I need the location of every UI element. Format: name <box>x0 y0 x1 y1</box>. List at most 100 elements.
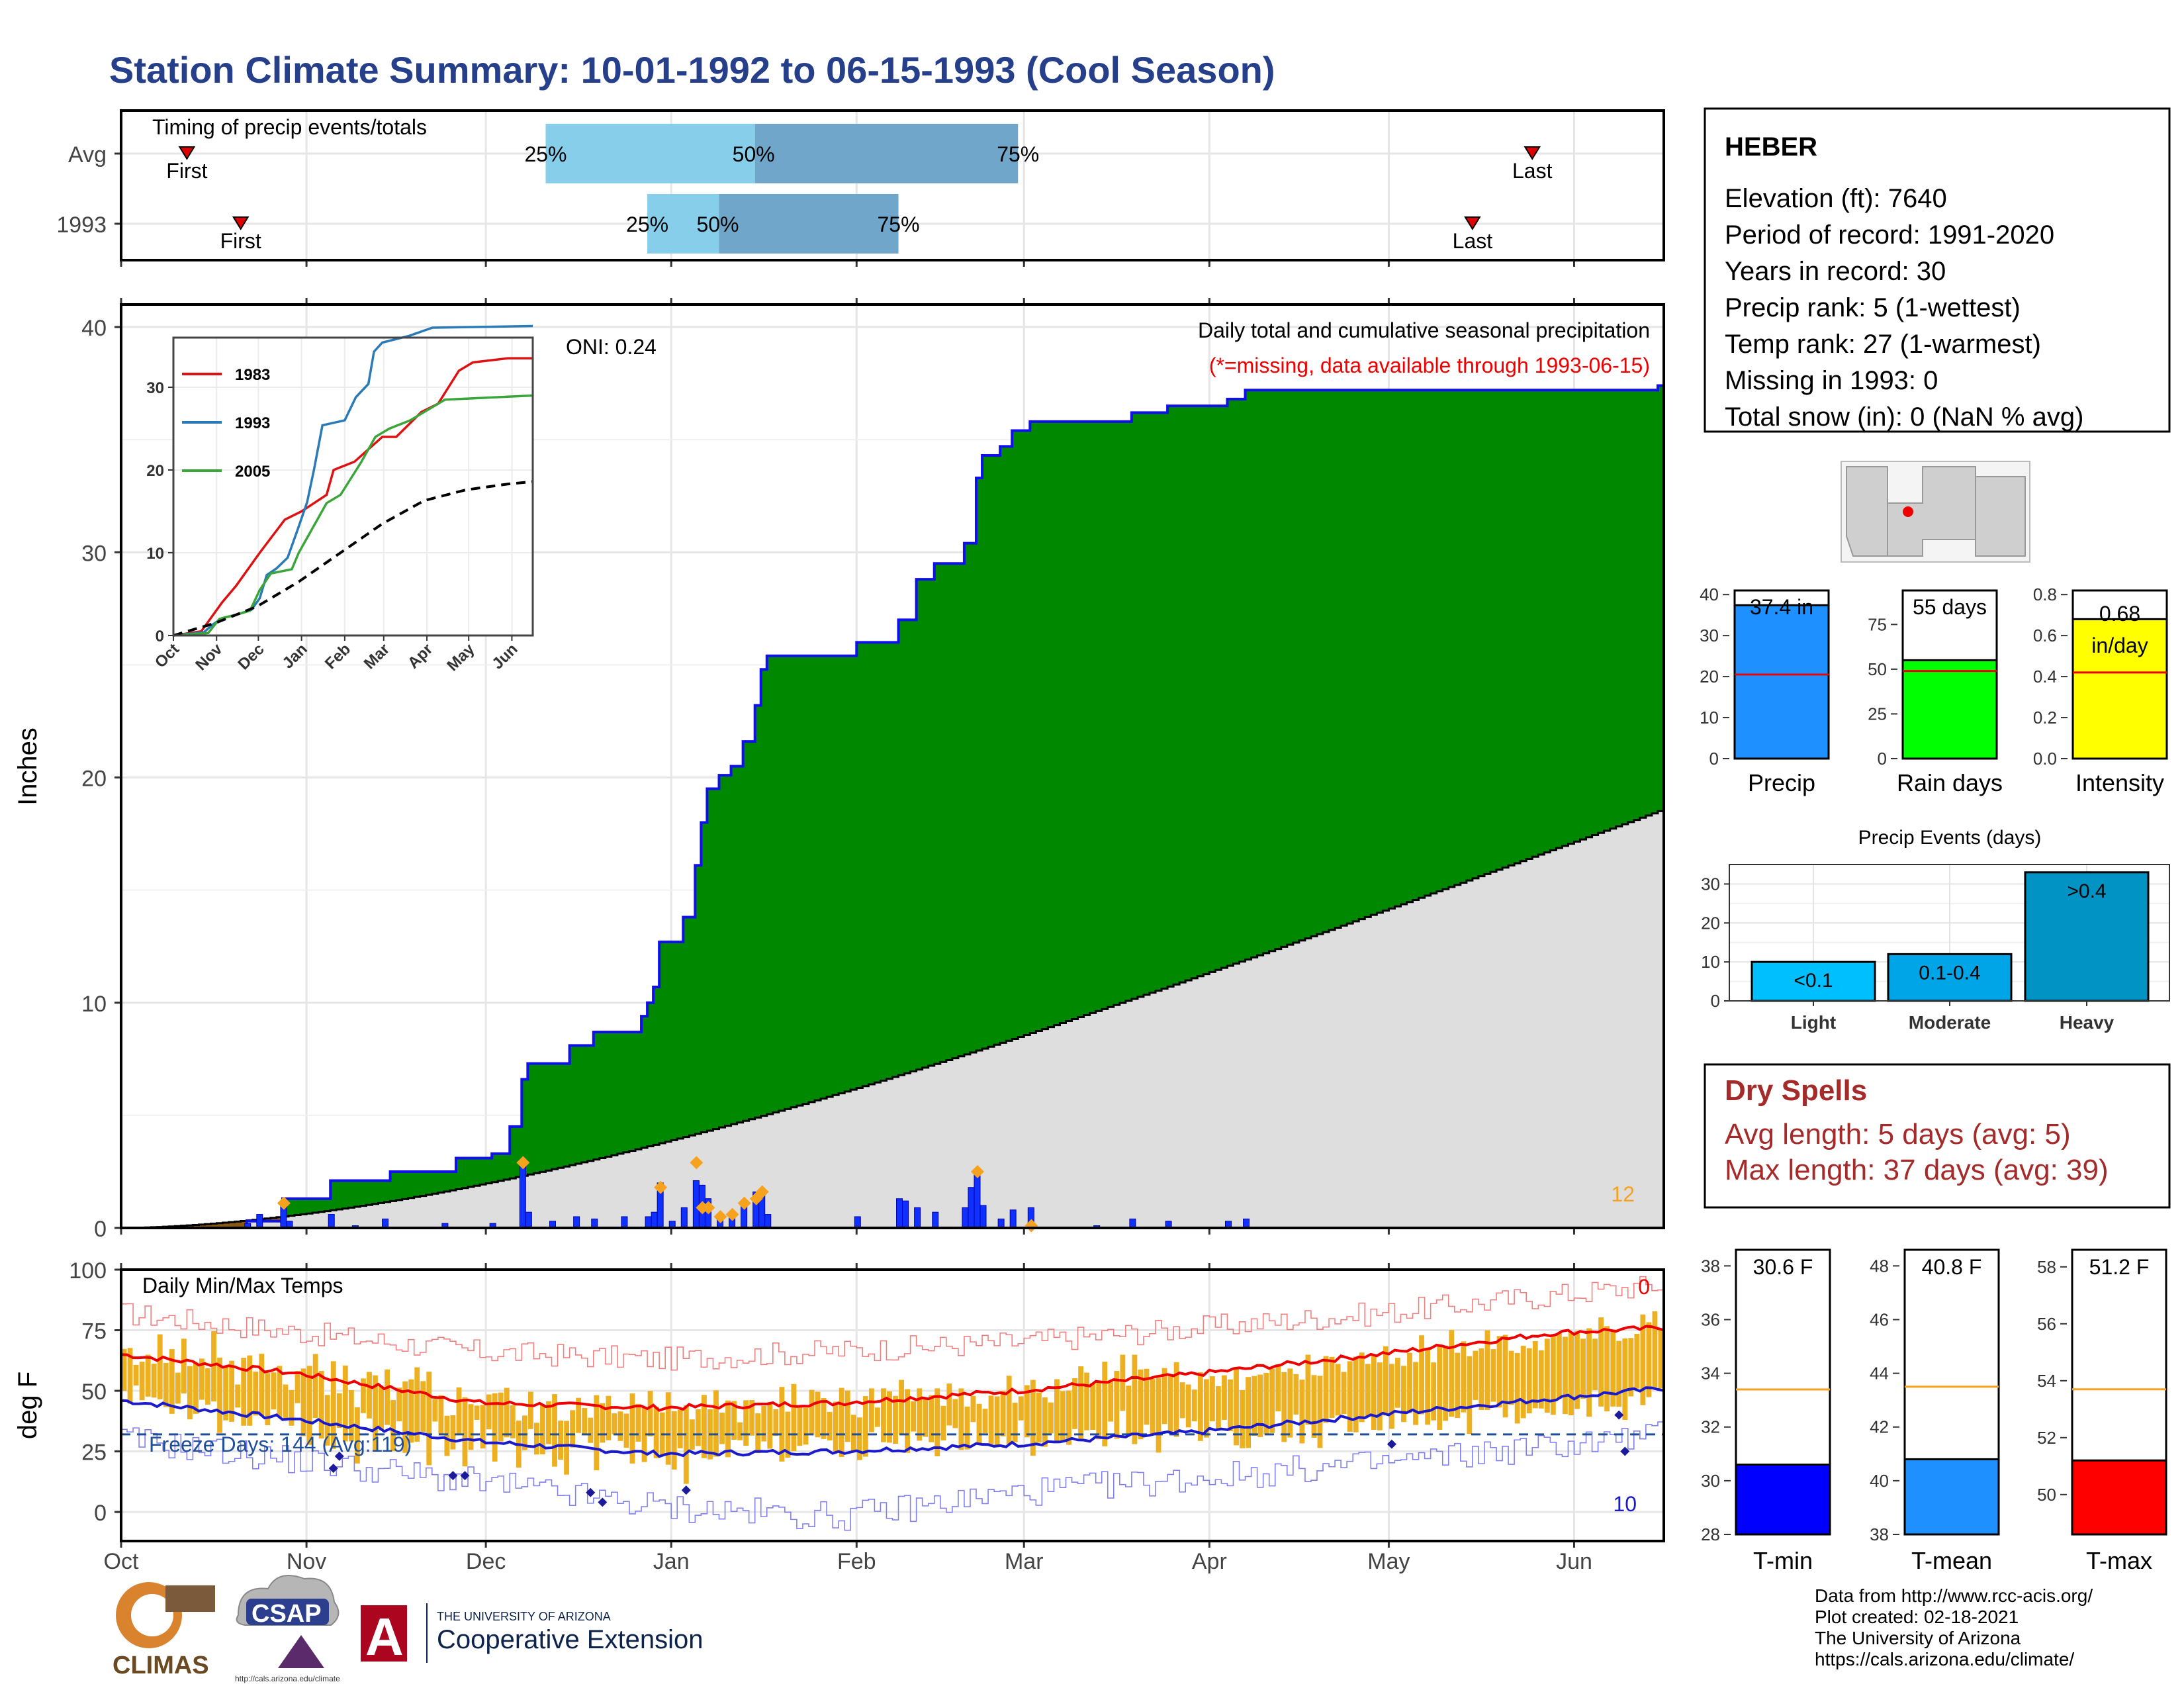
daily-temp-bar <box>1209 1376 1215 1422</box>
daily-temp-bar <box>1311 1375 1317 1438</box>
daily-temp-bar <box>1431 1362 1437 1421</box>
events-category-label: Moderate <box>1909 1012 1991 1033</box>
daily-temp-bar <box>1018 1396 1024 1421</box>
daily-temp-bar <box>121 1348 127 1391</box>
daily-precip-bar <box>974 1169 981 1229</box>
daily-temp-bar <box>1203 1379 1209 1438</box>
daily-temp-bar <box>1388 1364 1394 1429</box>
daily-temp-bar <box>1084 1372 1090 1430</box>
daily-temp-bar <box>223 1366 229 1421</box>
daily-temp-bar <box>1161 1368 1167 1425</box>
daily-temp-bar <box>600 1403 606 1443</box>
timing-p25-label: 25% <box>626 212 668 236</box>
snow-marker <box>737 1196 751 1210</box>
daily-precip-bar <box>914 1207 921 1229</box>
mini-panel-value-label: 55 days <box>1913 595 1987 619</box>
daily-temp-bar <box>127 1348 133 1404</box>
daily-temp-bar <box>1658 1329 1664 1389</box>
daily-temp-bar <box>199 1358 205 1400</box>
daily-temp-bar <box>1437 1344 1443 1430</box>
freeze-days: Freeze Days: 144 (Avg:119) <box>149 1432 412 1456</box>
daily-temp-bar <box>791 1383 797 1452</box>
footer-source: Data from http://www.rcc-acis.org/ <box>1815 1585 2093 1606</box>
daily-temp-bar <box>1299 1380 1305 1444</box>
daily-temp-bar <box>1598 1317 1604 1407</box>
mini-panel-value-label: 30.6 F <box>1753 1255 1813 1279</box>
snow-marker <box>725 1207 739 1221</box>
summary-bar-panels: 0 10 20 30 40 37.4 in Precip 0 25 50 75 55 days Rain… <box>1700 585 2168 796</box>
daily-temp-bar <box>1484 1330 1490 1410</box>
timing-p75-label: 75% <box>997 142 1039 166</box>
daily-temp-bar <box>564 1421 570 1475</box>
daily-temp-bar <box>540 1404 545 1454</box>
daily-temp-bar <box>438 1395 444 1434</box>
snow-marker <box>516 1156 530 1170</box>
daily-temp-bar <box>1228 1379 1233 1432</box>
daily-temp-bar <box>737 1422 743 1440</box>
climas-logo-text: CLIMAS <box>113 1652 209 1679</box>
locator-map <box>1841 461 2030 563</box>
daily-temp-bar <box>1078 1366 1084 1439</box>
daily-temp-bar <box>504 1387 510 1438</box>
daily-temp-bar <box>629 1393 635 1464</box>
daily-temp-bar <box>683 1405 689 1484</box>
mini-panel-y-tick-label: 75 <box>1868 614 1887 634</box>
timing-last-label: Last <box>1512 159 1553 183</box>
timing-p25-label: 25% <box>524 142 567 166</box>
mini-panel-sublabel: in/day <box>2091 633 2148 657</box>
daily-precip-bar <box>1129 1218 1136 1229</box>
daily-temp-bar <box>874 1407 880 1427</box>
events-bar-label: <0.1 <box>1794 970 1833 992</box>
daily-temp-bar <box>929 1395 934 1442</box>
daily-temp-bar <box>731 1401 737 1440</box>
timing-p75-label: 75% <box>878 212 920 236</box>
daily-temp-bar <box>1341 1372 1347 1415</box>
timing-plot-border <box>120 109 1665 261</box>
mini-panel-y-tick-label: 40 <box>1700 585 1719 604</box>
daily-temp-bar <box>850 1415 856 1452</box>
precip-y-tick-label: 40 <box>81 316 107 341</box>
mini-panel-y-tick-label: 52 <box>2037 1428 2056 1448</box>
mini-panel-y-tick-label: 44 <box>1870 1364 1889 1383</box>
daily-temp-bar <box>623 1413 629 1448</box>
daily-temp-bar <box>827 1411 833 1441</box>
daily-temp-bar <box>982 1409 988 1434</box>
daily-precip-bar <box>680 1207 688 1229</box>
daily-temp-bar <box>803 1407 809 1445</box>
daily-temp-bar <box>809 1389 815 1436</box>
ua-letter: A <box>365 1607 404 1666</box>
daily-temp-bar <box>1520 1345 1526 1419</box>
station-years: Years in record: 30 <box>1725 257 1946 286</box>
daily-temp-bar <box>193 1362 199 1414</box>
snow-marker <box>702 1201 715 1215</box>
precip-title: Daily total and cumulative seasonal prec… <box>1198 318 1650 342</box>
daily-temp-bar <box>420 1381 426 1432</box>
precip-panel: 0 10 20 30 40 Daily total and cumulative seas… <box>13 298 1665 1242</box>
daily-temp-bar <box>773 1409 779 1436</box>
timing-bar-25-50 <box>545 124 755 183</box>
daily-temp-bar <box>1000 1391 1006 1436</box>
snow-marker <box>277 1196 291 1210</box>
mini-panel-value-label: 40.8 F <box>1922 1255 1982 1279</box>
climas-logo: CLIMAS <box>113 1582 215 1679</box>
dry-spells-title: Dry Spells <box>1725 1074 1867 1107</box>
daily-temp-bar <box>1222 1375 1227 1420</box>
daily-temp-bar <box>414 1367 420 1442</box>
dry-spells-max: Max length: 37 days (avg: 39) <box>1725 1154 2109 1186</box>
station-snow: Total snow (in): 0 (NaN % avg) <box>1725 402 2083 432</box>
month-tick-label: Feb <box>837 1549 876 1574</box>
daily-temp-bar <box>1574 1331 1580 1409</box>
daily-temp-bar <box>779 1387 785 1462</box>
events-category-label: Heavy <box>2060 1012 2115 1033</box>
timing-panel: Avg 25% 50% 75% First Last 1993 25% 50% 75% First L… <box>56 109 1665 267</box>
daily-temp-bar <box>588 1417 594 1443</box>
daily-temp-bar <box>444 1415 450 1456</box>
temp-note-bottom: 10 <box>1613 1492 1637 1516</box>
daily-temp-bar <box>1060 1391 1066 1441</box>
snow-marker <box>690 1156 704 1170</box>
mini-panel-name: Intensity <box>2075 769 2164 796</box>
daily-temp-bar <box>1443 1345 1449 1421</box>
daily-temp-bar <box>1550 1334 1556 1415</box>
daily-temp-bar <box>1353 1356 1359 1432</box>
